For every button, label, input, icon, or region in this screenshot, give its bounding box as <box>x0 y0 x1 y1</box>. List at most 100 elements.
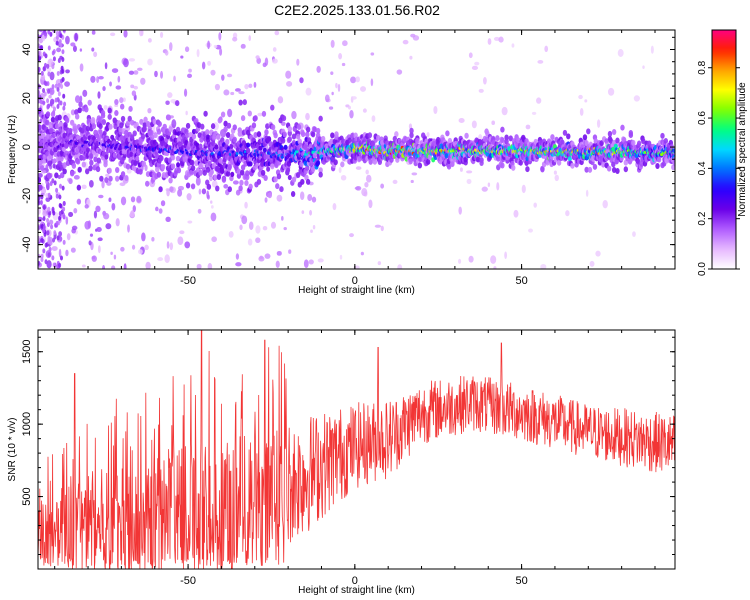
ridge-halo <box>156 171 162 178</box>
ridge-halo <box>623 166 629 173</box>
noise-speckle <box>57 58 61 64</box>
noise-speckle <box>305 112 310 121</box>
ridge-halo <box>562 129 568 136</box>
noise-speckle <box>554 174 559 182</box>
ridge-halo <box>44 119 50 126</box>
noise-speckle <box>312 225 316 230</box>
noise-speckle <box>173 75 176 82</box>
noise-speckle <box>471 120 477 129</box>
noise-speckle <box>632 231 636 237</box>
ridge-halo <box>592 163 598 170</box>
noise-speckle <box>458 118 465 124</box>
noise-speckle <box>196 263 202 269</box>
noise-speckle <box>349 233 354 238</box>
noise-speckle <box>56 86 60 92</box>
noise-speckle <box>247 238 253 246</box>
noise-speckle <box>338 167 342 173</box>
ridge-halo <box>90 116 96 123</box>
noise-speckle <box>59 100 63 106</box>
ridge-halo <box>158 186 163 193</box>
ridge-halo <box>223 120 228 127</box>
ridge-halo <box>310 166 316 173</box>
noise-speckle <box>62 30 66 33</box>
ridge-halo <box>74 113 80 120</box>
noise-speckle <box>145 261 151 269</box>
noise-speckle <box>58 231 63 237</box>
ridge-halo <box>175 100 180 107</box>
noise-speckle <box>177 236 184 246</box>
noise-speckle <box>147 58 153 66</box>
spectrogram-axes <box>37 29 676 270</box>
ridge-body <box>229 143 234 149</box>
ridge-halo <box>265 123 270 130</box>
noise-speckle <box>56 71 60 77</box>
noise-speckle <box>98 75 104 80</box>
ridge-body <box>316 160 321 166</box>
noise-speckle <box>45 164 49 170</box>
ridge-halo <box>620 124 625 131</box>
ridge-halo <box>276 173 282 180</box>
noise-speckle <box>68 211 74 218</box>
noise-speckle <box>42 88 46 94</box>
noise-speckle <box>155 206 159 212</box>
ridge-halo <box>264 129 269 136</box>
noise-speckle <box>309 209 313 216</box>
ridge-halo <box>206 183 212 190</box>
noise-speckle <box>47 30 51 35</box>
ridge-halo <box>68 178 73 185</box>
noise-speckle <box>169 242 174 251</box>
noise-speckle <box>296 58 300 66</box>
noise-speckle <box>57 82 61 88</box>
noise-speckle <box>565 210 570 217</box>
noise-speckle <box>52 237 56 243</box>
ridge-halo <box>156 128 162 135</box>
noise-speckle <box>123 263 127 269</box>
noise-speckle <box>221 74 225 81</box>
noise-speckle <box>540 263 547 269</box>
ridge-halo <box>93 156 98 163</box>
ridge-halo <box>260 169 266 176</box>
noise-speckle <box>50 224 54 230</box>
noise-speckle <box>596 119 601 128</box>
noise-speckle <box>169 42 173 52</box>
ridge-halo <box>586 128 591 135</box>
ridge-halo <box>287 136 292 143</box>
y-tick-label: 1000 <box>21 412 33 436</box>
ridge-halo <box>47 160 52 167</box>
noise-speckle <box>196 48 200 58</box>
ridge-halo <box>525 166 530 173</box>
noise-speckle <box>285 70 292 79</box>
noise-speckle <box>70 42 76 47</box>
ridge-halo <box>631 139 636 146</box>
noise-speckle <box>257 112 263 117</box>
ridge-halo <box>49 127 54 134</box>
noise-speckle <box>521 184 526 194</box>
ridge-halo <box>450 161 455 168</box>
noise-speckle <box>98 194 104 199</box>
noise-speckle <box>46 63 50 69</box>
ridge-halo <box>205 129 210 136</box>
ridge-halo <box>208 171 213 178</box>
noise-speckle <box>201 61 206 70</box>
noise-speckle <box>180 55 184 59</box>
ridge-halo <box>104 177 109 184</box>
noise-speckle <box>458 258 462 264</box>
ridge-halo <box>279 186 284 193</box>
ridge-halo <box>608 137 613 144</box>
ridge-halo <box>57 114 62 121</box>
noise-speckle <box>341 62 346 67</box>
noise-speckle <box>276 194 283 202</box>
noise-speckle <box>59 42 63 48</box>
noise-speckle <box>370 52 375 56</box>
ridge-halo <box>290 190 296 197</box>
noise-speckle <box>91 255 97 262</box>
ridge-halo <box>232 136 237 143</box>
y-axis-label: SNR (10 * v/v) <box>7 418 18 482</box>
ridge-halo <box>203 110 208 117</box>
ridge-body <box>112 152 117 158</box>
snr-panel: -50 0 50 500 1000 1500 Height of straight line… <box>7 329 676 596</box>
ridge-body <box>248 161 253 167</box>
ridge-halo <box>270 124 276 131</box>
colorbar: 0.0 0.2 0.4 0.6 0.8 Normalized spectral ampli… <box>697 29 748 276</box>
ridge-halo <box>426 158 431 165</box>
